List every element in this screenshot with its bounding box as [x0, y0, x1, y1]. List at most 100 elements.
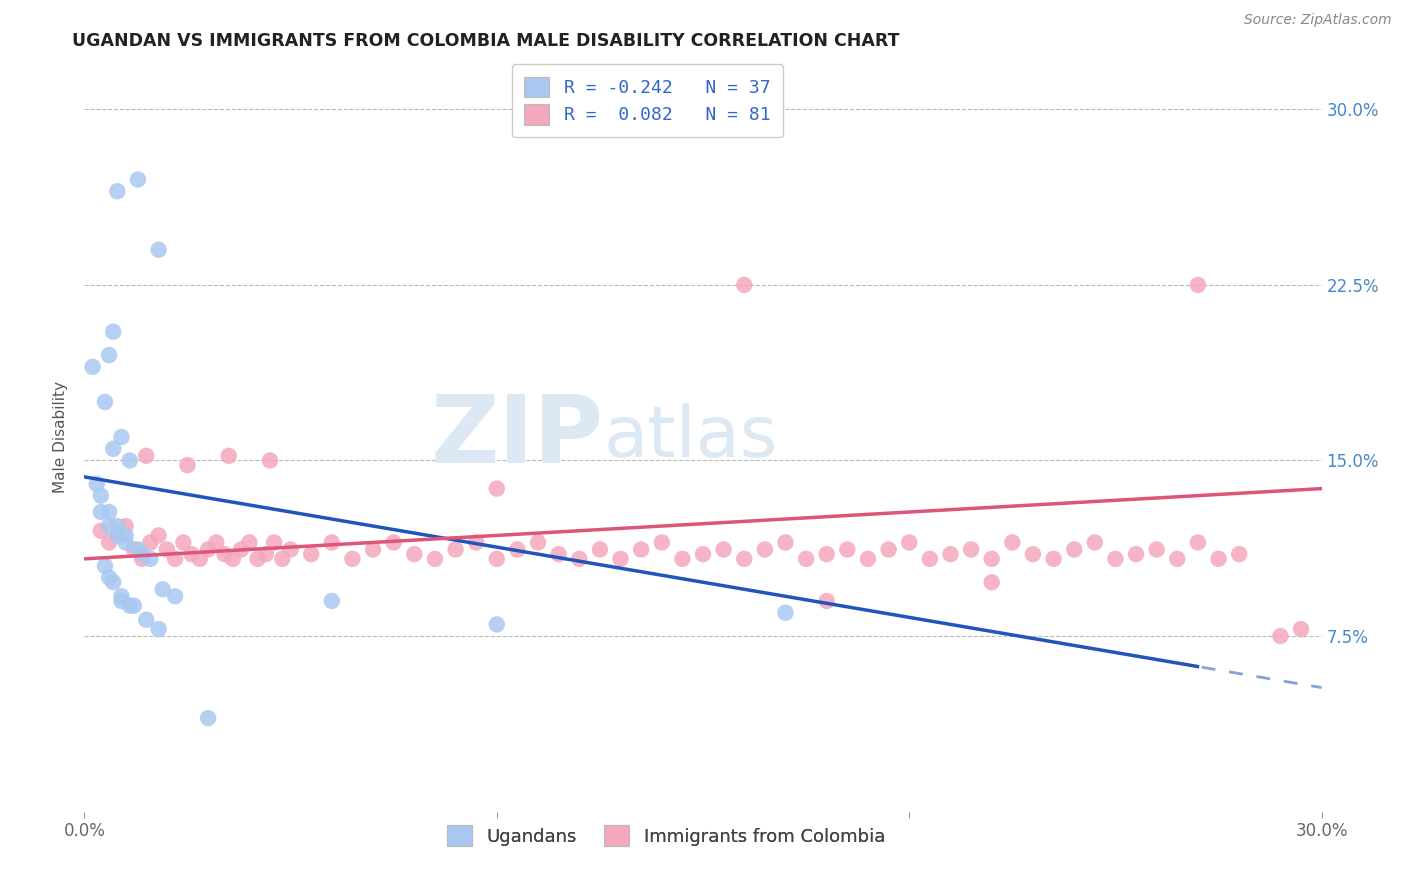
Point	[90, 505, 112, 519]
Point	[1125, 547, 1147, 561]
Point	[105, 528, 128, 542]
Point	[127, 172, 149, 186]
Point	[342, 551, 364, 566]
Text: ZIP: ZIP	[432, 391, 605, 483]
Point	[754, 542, 776, 557]
Point	[110, 594, 132, 608]
Point	[404, 547, 426, 561]
Point	[110, 590, 132, 604]
Point	[794, 551, 817, 566]
Point	[118, 453, 141, 467]
Point	[382, 535, 405, 549]
Point	[114, 519, 136, 533]
Point	[733, 277, 755, 292]
Point	[156, 542, 179, 557]
Point	[131, 551, 153, 566]
Point	[131, 547, 153, 561]
Point	[118, 599, 141, 613]
Point	[114, 528, 136, 542]
Point	[90, 489, 112, 503]
Point	[1227, 547, 1250, 561]
Point	[114, 535, 136, 549]
Point	[197, 542, 219, 557]
Point	[980, 575, 1002, 590]
Point	[218, 449, 240, 463]
Point	[1104, 551, 1126, 566]
Point	[172, 535, 194, 549]
Point	[148, 622, 170, 636]
Point	[630, 542, 652, 557]
Point	[423, 551, 446, 566]
Point	[180, 547, 202, 561]
Point	[671, 551, 693, 566]
Point	[1187, 277, 1209, 292]
Point	[98, 505, 121, 519]
Point	[105, 528, 128, 542]
Point	[176, 458, 198, 473]
Point	[692, 547, 714, 561]
Point	[1042, 551, 1064, 566]
Point	[713, 542, 735, 557]
Point	[1146, 542, 1168, 557]
Point	[1208, 551, 1230, 566]
Point	[361, 542, 384, 557]
Point	[280, 542, 302, 557]
Point	[837, 542, 859, 557]
Point	[485, 617, 508, 632]
Point	[238, 535, 260, 549]
Point	[1022, 547, 1045, 561]
Point	[188, 551, 211, 566]
Point	[918, 551, 941, 566]
Point	[898, 535, 921, 549]
Point	[105, 519, 128, 533]
Point	[103, 442, 125, 456]
Point	[148, 243, 170, 257]
Point	[98, 348, 121, 362]
Point	[135, 613, 157, 627]
Point	[960, 542, 983, 557]
Point	[651, 535, 673, 549]
Point	[103, 575, 125, 590]
Point	[444, 542, 467, 557]
Text: Source: ZipAtlas.com: Source: ZipAtlas.com	[1244, 13, 1392, 28]
Point	[775, 606, 797, 620]
Point	[1063, 542, 1085, 557]
Point	[110, 430, 132, 444]
Point	[485, 551, 508, 566]
Point	[214, 547, 236, 561]
Point	[856, 551, 879, 566]
Point	[152, 582, 174, 597]
Point	[609, 551, 631, 566]
Point	[254, 547, 277, 561]
Point	[82, 359, 104, 374]
Point	[980, 551, 1002, 566]
Point	[127, 542, 149, 557]
Point	[815, 547, 838, 561]
Point	[103, 325, 125, 339]
Point	[222, 551, 245, 566]
Point	[465, 535, 488, 549]
Point	[105, 184, 128, 198]
Point	[122, 599, 145, 613]
Point	[98, 535, 121, 549]
Point	[321, 535, 343, 549]
Point	[506, 542, 529, 557]
Point	[568, 551, 591, 566]
Point	[86, 476, 108, 491]
Point	[229, 542, 252, 557]
Point	[263, 535, 285, 549]
Point	[139, 535, 162, 549]
Point	[98, 571, 121, 585]
Point	[90, 524, 112, 538]
Point	[139, 551, 162, 566]
Point	[877, 542, 900, 557]
Point	[547, 547, 569, 561]
Point	[165, 551, 187, 566]
Point	[527, 535, 550, 549]
Point	[94, 395, 117, 409]
Point	[1166, 551, 1188, 566]
Point	[589, 542, 612, 557]
Point	[197, 711, 219, 725]
Point	[1001, 535, 1024, 549]
Point	[485, 482, 508, 496]
